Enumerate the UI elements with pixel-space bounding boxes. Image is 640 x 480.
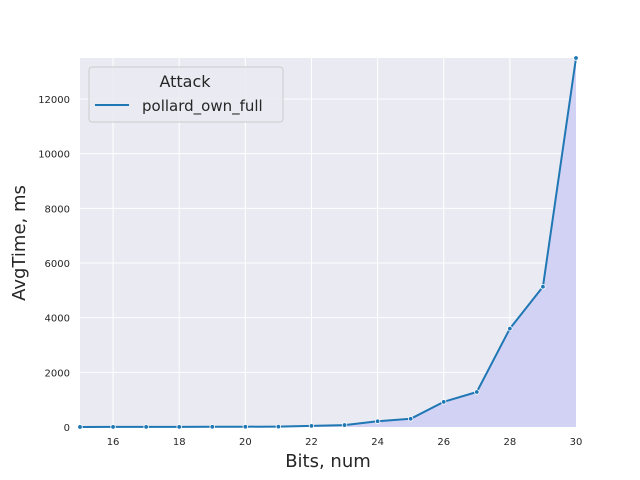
data-point — [507, 325, 513, 332]
data-point — [407, 416, 414, 422]
area-fill-layer — [80, 58, 576, 427]
data-point — [341, 422, 348, 428]
data-point — [275, 423, 282, 430]
data-point — [143, 424, 149, 430]
y-tick-label: 4000 — [45, 314, 70, 325]
data-point — [77, 424, 83, 430]
data-point — [308, 423, 315, 429]
y-tick-label: 6000 — [45, 259, 70, 270]
series-line — [79, 57, 577, 428]
legend: Attack pollard_own_full — [88, 66, 284, 123]
x-tick-label: 16 — [107, 437, 120, 448]
y-tick-label: 8000 — [45, 204, 70, 215]
x-tick-label: 28 — [503, 437, 516, 448]
x-tick-label: 26 — [437, 437, 450, 448]
y-tick-label: 10000 — [38, 150, 70, 161]
area-fill — [80, 58, 576, 427]
data-point — [209, 424, 215, 430]
data-point — [176, 424, 182, 430]
x-tick-label: 24 — [371, 437, 384, 448]
x-tick-labels: 16 18 20 22 24 26 28 30 — [107, 437, 583, 448]
data-point — [540, 284, 546, 290]
y-axis-label: AvgTime, ms — [9, 185, 30, 301]
legend-box — [88, 66, 284, 123]
data-point — [242, 424, 249, 430]
data-point — [573, 55, 579, 61]
data-point — [374, 418, 381, 424]
y-tick-label: 12000 — [38, 95, 70, 106]
data-point — [441, 399, 447, 405]
x-tick-label: 20 — [239, 437, 252, 448]
data-point — [474, 389, 480, 395]
x-tick-label: 18 — [173, 437, 186, 448]
x-tick-label: 30 — [570, 437, 583, 448]
legend-title: Attack — [159, 72, 211, 91]
y-tick-labels: 0 2000 4000 6000 8000 10000 12000 — [38, 95, 70, 434]
x-axis-label: Bits, num — [285, 451, 371, 472]
x-tick-label: 22 — [305, 437, 318, 448]
series-layer — [77, 55, 579, 430]
y-tick-label: 0 — [64, 423, 70, 434]
data-point — [110, 424, 116, 430]
legend-entry-label: pollard_own_full — [142, 97, 263, 116]
y-tick-label: 2000 — [45, 368, 70, 379]
